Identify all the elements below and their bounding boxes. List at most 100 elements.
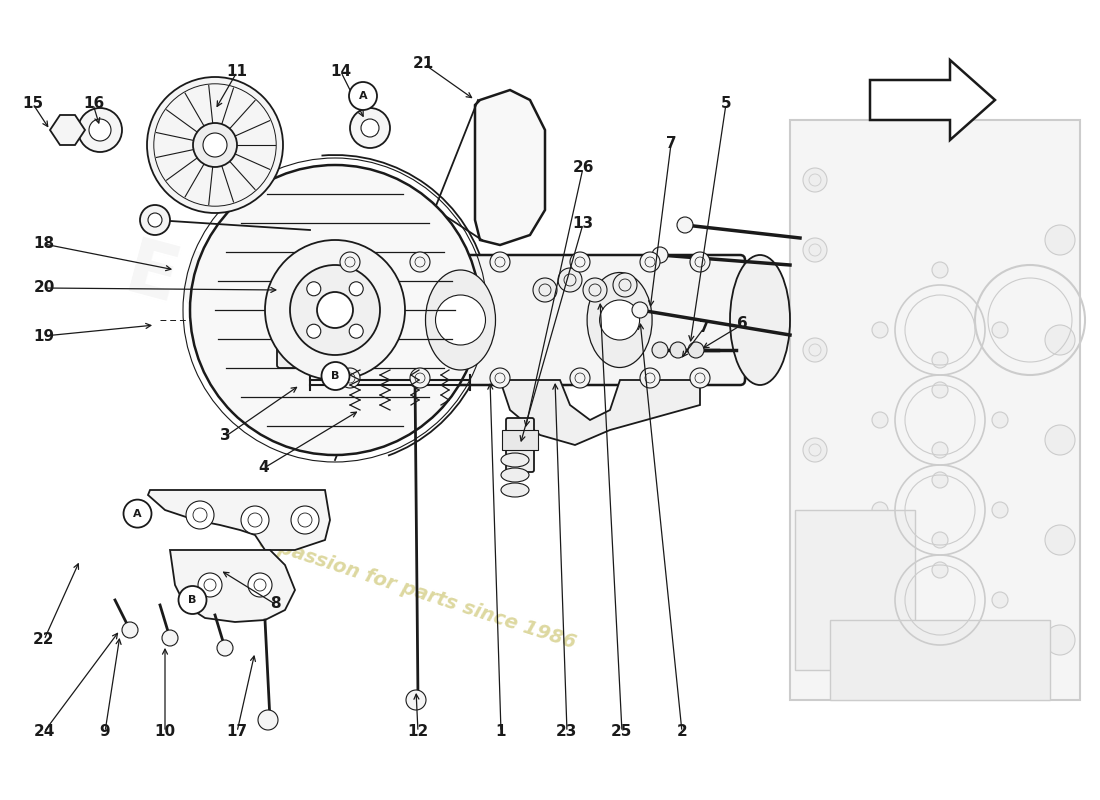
Circle shape <box>570 368 590 388</box>
Text: 10: 10 <box>154 725 176 739</box>
Ellipse shape <box>500 483 529 497</box>
Text: 13: 13 <box>572 217 594 231</box>
Circle shape <box>534 278 557 302</box>
Text: 5: 5 <box>720 97 732 111</box>
Circle shape <box>122 622 138 638</box>
Circle shape <box>490 368 510 388</box>
Text: B: B <box>331 371 340 381</box>
Circle shape <box>410 368 430 388</box>
Circle shape <box>340 252 360 272</box>
FancyBboxPatch shape <box>305 255 745 385</box>
Ellipse shape <box>426 270 495 370</box>
Polygon shape <box>475 90 544 245</box>
Circle shape <box>248 573 272 597</box>
Text: A: A <box>359 91 367 101</box>
Text: 3: 3 <box>220 429 231 443</box>
Ellipse shape <box>730 255 790 385</box>
Text: 17: 17 <box>226 725 248 739</box>
Circle shape <box>204 133 227 157</box>
Circle shape <box>570 252 590 272</box>
Text: 19: 19 <box>33 329 55 343</box>
Circle shape <box>349 324 363 338</box>
Circle shape <box>89 119 111 141</box>
FancyBboxPatch shape <box>502 430 538 450</box>
Text: B: B <box>188 595 197 605</box>
Text: 21: 21 <box>412 57 434 71</box>
Circle shape <box>872 502 888 518</box>
Circle shape <box>162 630 178 646</box>
Circle shape <box>600 300 639 340</box>
Circle shape <box>932 382 948 398</box>
Circle shape <box>241 506 270 534</box>
Circle shape <box>932 562 948 578</box>
Circle shape <box>632 302 648 318</box>
Text: 15: 15 <box>22 97 44 111</box>
Circle shape <box>652 342 668 358</box>
Ellipse shape <box>587 273 652 367</box>
Circle shape <box>1045 325 1075 355</box>
Circle shape <box>803 638 827 662</box>
Text: EUROparts: EUROparts <box>117 234 583 426</box>
Polygon shape <box>870 60 996 140</box>
Text: 26: 26 <box>572 161 594 175</box>
Circle shape <box>803 538 827 562</box>
Ellipse shape <box>190 165 480 455</box>
Text: A: A <box>133 509 142 518</box>
Circle shape <box>640 368 660 388</box>
Text: 14: 14 <box>330 65 352 79</box>
Text: 7: 7 <box>666 137 676 151</box>
Circle shape <box>265 240 405 380</box>
FancyBboxPatch shape <box>830 620 1050 700</box>
Circle shape <box>613 273 637 297</box>
Circle shape <box>932 352 948 368</box>
Circle shape <box>490 252 510 272</box>
Circle shape <box>1045 525 1075 555</box>
Circle shape <box>803 338 827 362</box>
Circle shape <box>690 252 710 272</box>
Polygon shape <box>500 380 700 445</box>
Circle shape <box>321 362 350 390</box>
Circle shape <box>872 592 888 608</box>
Text: 18: 18 <box>33 237 55 251</box>
Circle shape <box>317 292 353 328</box>
Circle shape <box>558 268 582 292</box>
Text: 24: 24 <box>33 725 55 739</box>
Text: 12: 12 <box>407 725 429 739</box>
Circle shape <box>932 472 948 488</box>
Text: 11: 11 <box>226 65 248 79</box>
Text: 20: 20 <box>33 281 55 295</box>
Circle shape <box>803 168 827 192</box>
Circle shape <box>640 252 660 272</box>
Circle shape <box>992 412 1008 428</box>
Polygon shape <box>50 115 85 145</box>
Text: 7: 7 <box>698 321 710 335</box>
Text: a passion for parts since 1986: a passion for parts since 1986 <box>257 532 579 652</box>
Circle shape <box>290 265 380 355</box>
Circle shape <box>258 710 278 730</box>
Text: 4: 4 <box>258 461 270 475</box>
Circle shape <box>690 368 710 388</box>
Circle shape <box>350 108 390 148</box>
Circle shape <box>1045 425 1075 455</box>
Circle shape <box>932 532 948 548</box>
Text: 8: 8 <box>270 597 280 611</box>
Circle shape <box>349 282 363 296</box>
Circle shape <box>932 652 948 668</box>
Circle shape <box>670 342 686 358</box>
Circle shape <box>178 586 207 614</box>
Circle shape <box>140 205 170 235</box>
Circle shape <box>217 640 233 656</box>
Circle shape <box>932 442 948 458</box>
Circle shape <box>932 262 948 278</box>
Circle shape <box>340 368 360 388</box>
Circle shape <box>349 82 377 110</box>
Circle shape <box>186 501 214 529</box>
Circle shape <box>192 123 236 167</box>
Circle shape <box>361 119 379 137</box>
Circle shape <box>872 322 888 338</box>
Text: 16: 16 <box>82 97 104 111</box>
Circle shape <box>652 247 668 263</box>
Circle shape <box>583 278 607 302</box>
Text: 6: 6 <box>737 317 748 331</box>
Polygon shape <box>148 490 330 550</box>
